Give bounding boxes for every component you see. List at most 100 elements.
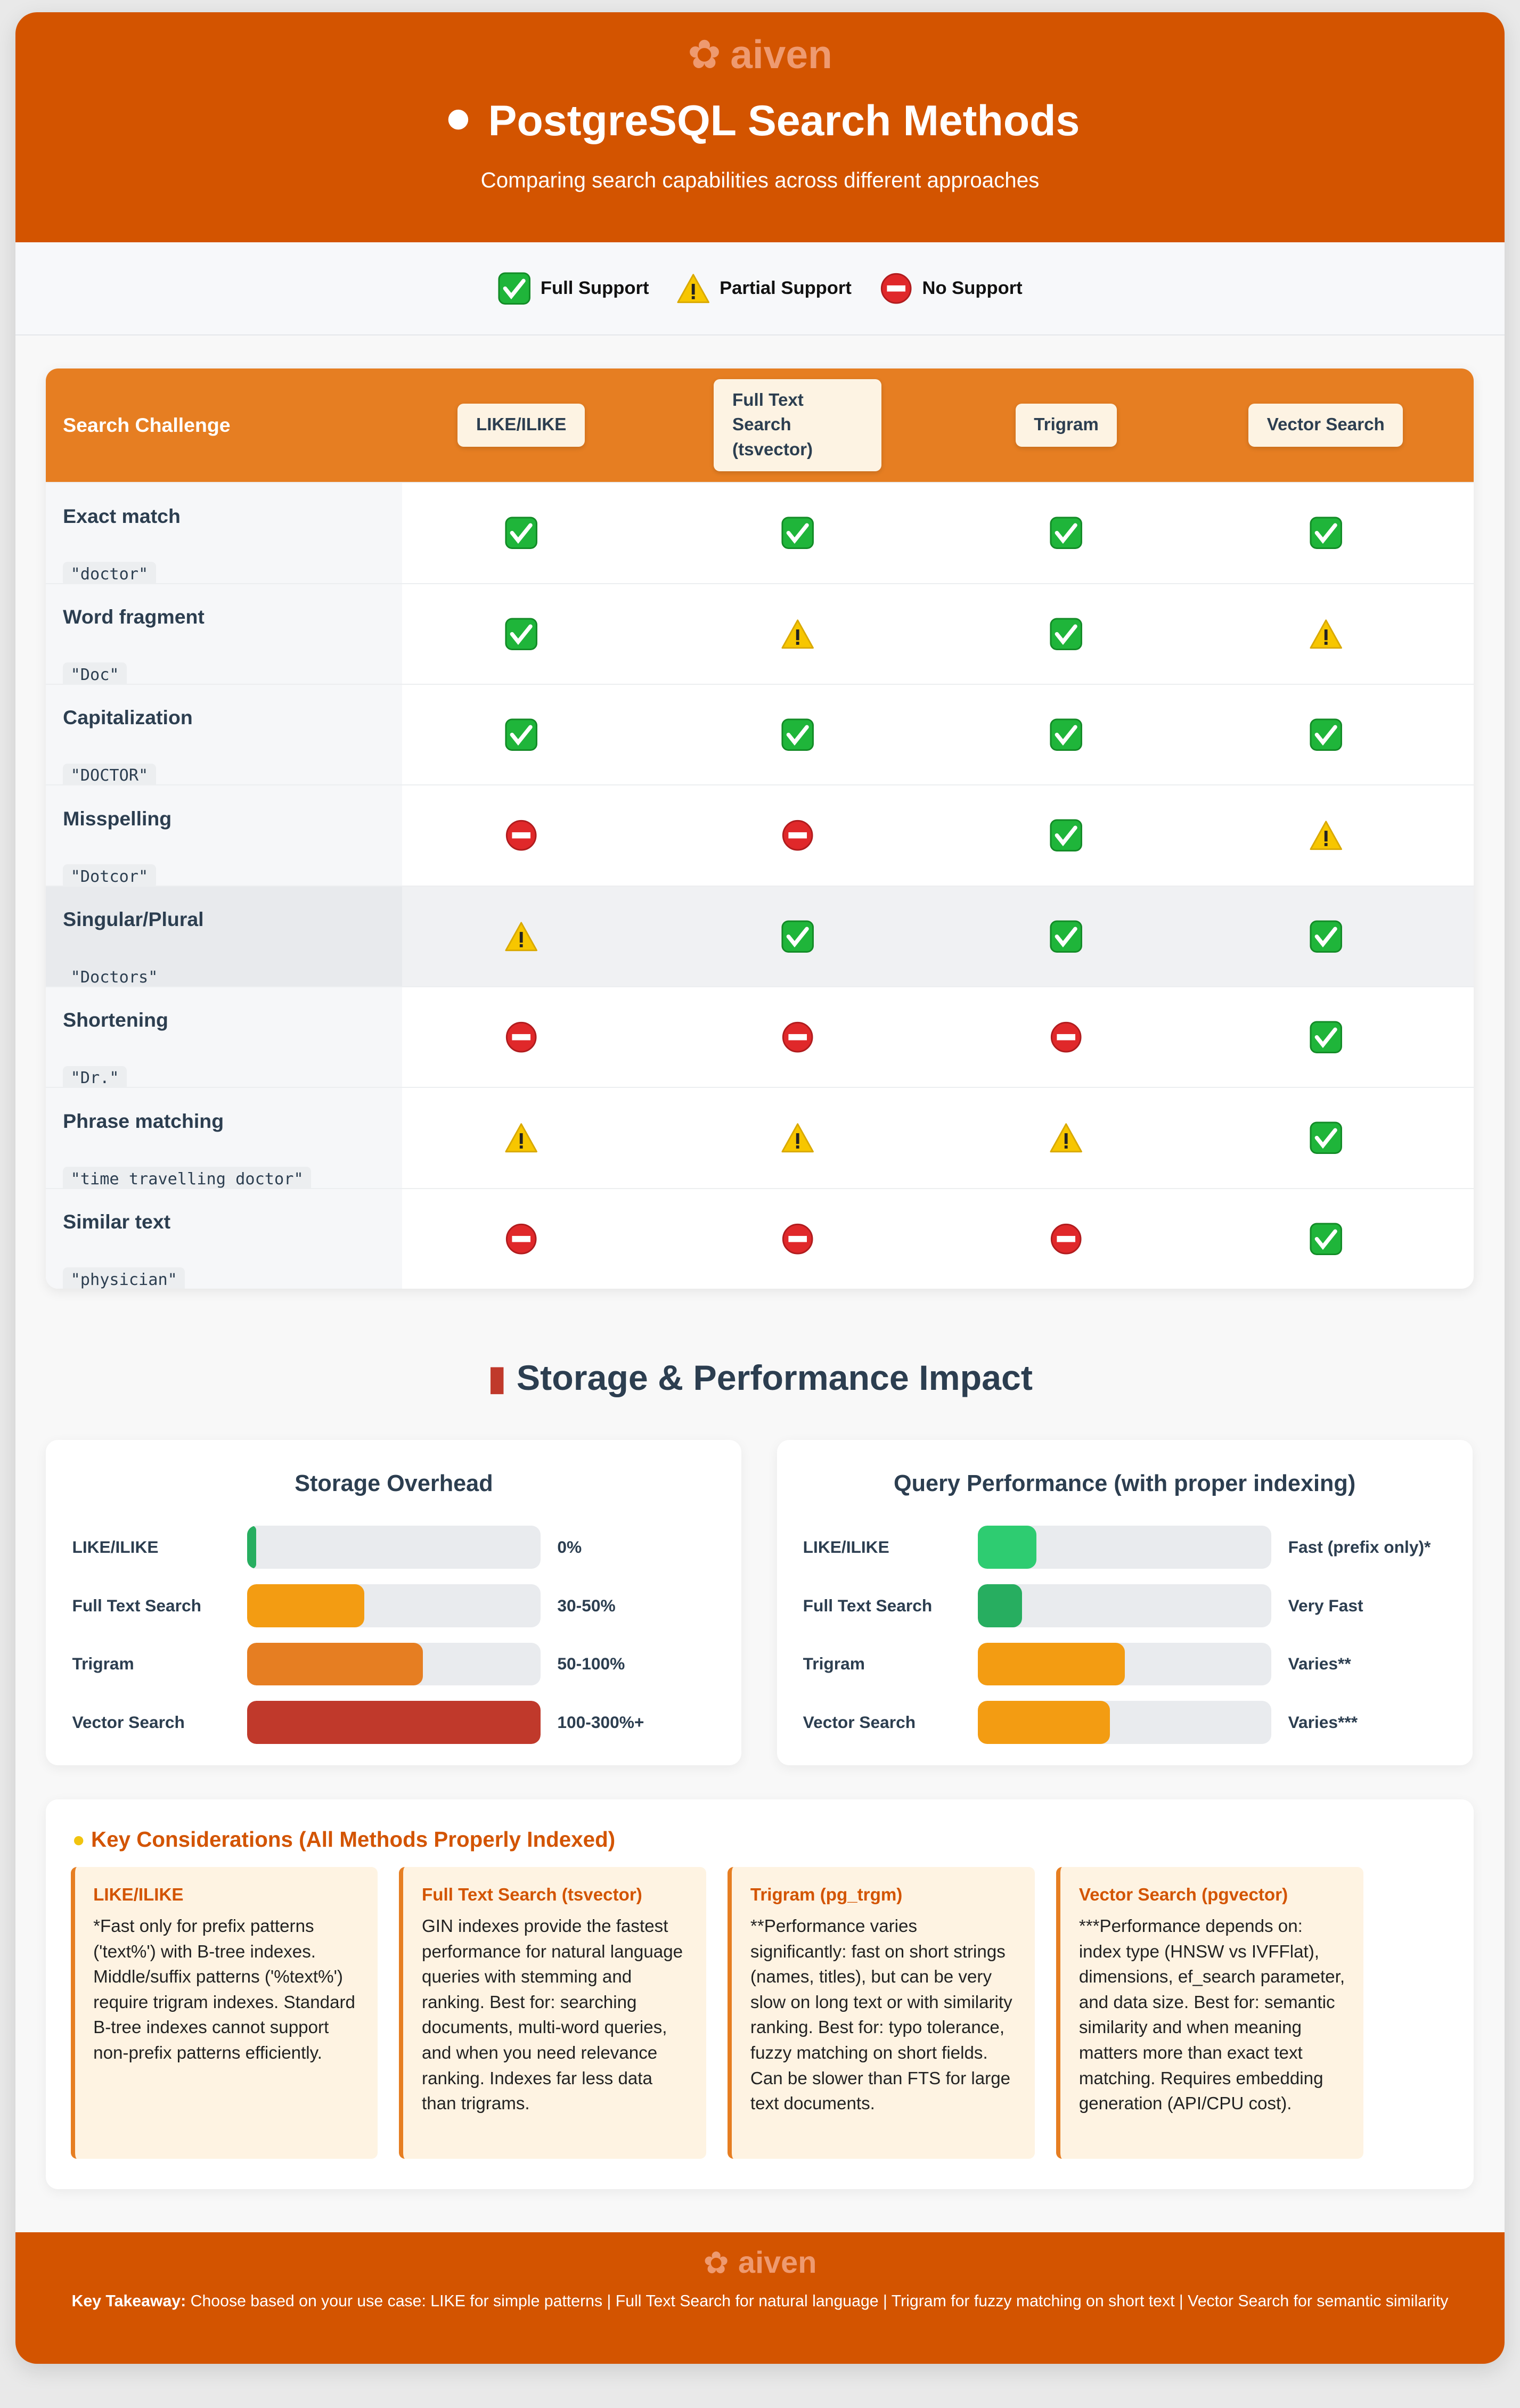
partial-support-icon (676, 272, 710, 305)
bar-row: Vector Search 100-300%+ (46, 1693, 741, 1752)
legend-label: Full Support (540, 278, 649, 299)
consideration-card: Full Text Search (tsvector) GIN indexes p… (399, 1867, 706, 2159)
bar-fill (247, 1642, 423, 1686)
challenge-name: Phrase matching (63, 1109, 224, 1132)
bar-label: LIKE/ILIKE (803, 1537, 889, 1557)
performance-card: Query Performance (with proper indexing)… (777, 1440, 1473, 1766)
full-support-icon (402, 617, 640, 651)
partial-support-icon (640, 617, 955, 651)
no-support-icon (402, 1222, 640, 1256)
challenge-name: Capitalization (63, 706, 193, 729)
legend-label: Partial Support (720, 278, 852, 299)
bar-value: 0% (557, 1537, 582, 1557)
method-header: Full Text Search (tsvector) (714, 379, 881, 471)
example-query: "doctor" (63, 561, 156, 587)
example-query: "Dotcor" (63, 864, 156, 889)
full-support-icon (1178, 1121, 1474, 1154)
full-support-icon (955, 818, 1178, 852)
impact-title: ▮ Storage & Performance Impact (15, 1357, 1505, 1398)
legend: Full Support Partial Support No Support (15, 242, 1505, 336)
card-title: Vector Search (pgvector) (1078, 1885, 1288, 1905)
key-takeaway: Key Takeaway: Choose based on your use c… (61, 2290, 1458, 2313)
bar-fill (978, 1526, 1037, 1569)
no-support-icon (640, 818, 955, 852)
title-text: PostgreSQL Search Methods (488, 97, 1080, 145)
bar-value: 50-100% (557, 1654, 625, 1674)
table-row: Exact match "doctor" (46, 482, 1474, 587)
challenge-cell: Similar text "physician" (46, 1189, 403, 1289)
full-support-icon (497, 272, 531, 305)
impact-title-text: Storage & Performance Impact (516, 1358, 1033, 1398)
challenge-cell: Phrase matching "time travelling doctor" (46, 1088, 403, 1192)
partial-support-icon (1178, 617, 1474, 651)
bar-track (247, 1642, 541, 1686)
partial-support-icon (402, 1121, 640, 1154)
bar-label: Vector Search (803, 1712, 916, 1732)
lightbulb-icon: ● (72, 1827, 85, 1852)
brand-name: aiven (738, 2245, 817, 2280)
example-query: "Dr." (63, 1066, 127, 1091)
no-support-icon (955, 1222, 1178, 1256)
footer: ✿ aiven Key Takeaway: Choose based on you… (15, 2232, 1505, 2364)
no-support-icon (955, 1020, 1178, 1054)
bar-fill (978, 1584, 1022, 1627)
full-support-icon (1178, 1020, 1474, 1054)
table-row: Capitalization "DOCTOR" (46, 683, 1474, 788)
full-support-icon (955, 920, 1178, 953)
bar-label: LIKE/ILIKE (72, 1537, 159, 1557)
challenge-cell: Singular/Plural "Doctors" (46, 886, 403, 987)
takeaway-text: Choose based on your use case: LIKE for … (186, 2292, 1449, 2310)
full-support-icon (640, 718, 955, 751)
card-text: GIN indexes provide the fastest performa… (422, 1916, 683, 2114)
challenge-name: Shortening (63, 1009, 168, 1031)
storage-card: Storage Overhead LIKE/ILIKE 0% Full Text Se… (46, 1440, 742, 1766)
no-support-icon (402, 818, 640, 852)
full-support-icon (955, 617, 1178, 651)
challenge-name: Misspelling (63, 807, 172, 830)
bar-row: Vector Search Varies*** (777, 1693, 1473, 1752)
subtitle: Comparing search capabilities across dif… (480, 167, 1040, 192)
table-row: Shortening "Dr." (46, 986, 1474, 1091)
header-cell: LIKE/ILIKE (402, 404, 640, 447)
page: ✿ aiven ⚫ PostgreSQL Search Methods Compa… (15, 12, 1505, 2364)
bar-fill (247, 1584, 365, 1627)
bar-track (978, 1584, 1271, 1627)
bar-value: Very Fast (1288, 1595, 1363, 1615)
example-query: "Doctors" (70, 968, 158, 987)
no-support-icon (402, 1020, 640, 1054)
card-title: LIKE/ILIKE (93, 1885, 184, 1905)
storage-title: Storage Overhead (295, 1470, 493, 1496)
aiven-logo: ✿ aiven (688, 12, 832, 78)
bar-fill (247, 1701, 541, 1744)
bar-label: Vector Search (72, 1712, 185, 1732)
bar-track (978, 1642, 1271, 1686)
header-cell: Full Text Search (tsvector) (640, 379, 955, 471)
bar-row: Full Text Search 30-50% (46, 1577, 741, 1635)
table-row: Word fragment "Doc" (46, 583, 1474, 687)
challenge-cell: Shortening "Dr." (46, 987, 403, 1091)
bar-row: Trigram Varies** (777, 1635, 1473, 1693)
legend-item-partial: Partial Support (676, 272, 852, 305)
bar-track (978, 1526, 1271, 1569)
bar-label: Trigram (803, 1654, 865, 1674)
challenge-cell: Word fragment "Doc" (46, 584, 403, 687)
method-header: Vector Search (1248, 404, 1403, 447)
partial-support-icon (640, 1121, 955, 1154)
crab-icon: ✿ (703, 2246, 729, 2280)
table-row: Similar text "physician" (46, 1187, 1474, 1289)
performance-title: Query Performance (with proper indexing) (894, 1470, 1356, 1496)
no-support-icon (879, 272, 913, 305)
bar-label: Full Text Search (72, 1595, 201, 1615)
bar-value: 100-300%+ (557, 1712, 644, 1732)
challenge-cell: Exact match "doctor" (46, 483, 403, 587)
challenge-name: Word fragment (63, 605, 205, 628)
bar-row: Full Text Search Very Fast (777, 1577, 1473, 1635)
bar-fill (978, 1642, 1125, 1686)
bar-row: LIKE/ILIKE 0% (46, 1518, 741, 1577)
table-row: Misspelling "Dotcor" (46, 784, 1474, 889)
full-support-icon (402, 516, 640, 550)
bar-label: Full Text Search (803, 1595, 933, 1615)
full-support-icon (955, 718, 1178, 751)
full-support-icon (1178, 1222, 1474, 1256)
challenge-name: Similar text (63, 1210, 171, 1233)
